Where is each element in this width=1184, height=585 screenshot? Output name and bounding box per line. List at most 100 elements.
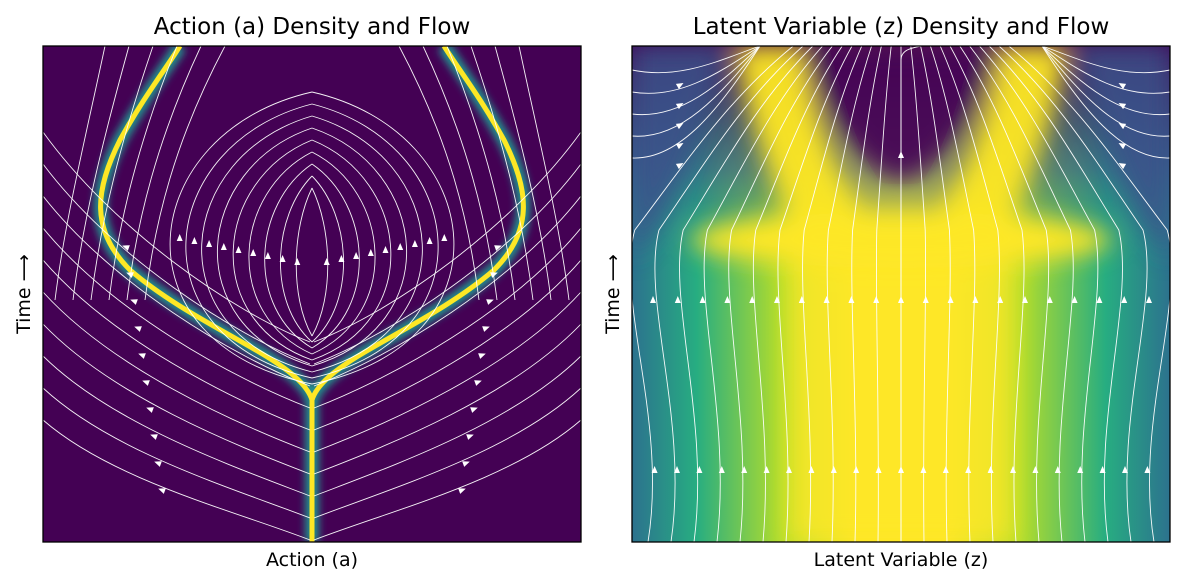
flow-arrow: [965, 466, 972, 473]
flow-arrow: [696, 466, 703, 473]
flow-arrow: [922, 296, 929, 303]
streamline: [311, 115, 423, 373]
flow-arrow: [1010, 466, 1016, 473]
flow-arrow: [823, 296, 830, 303]
flow-arrow: [786, 466, 792, 473]
flow-arrow: [478, 353, 486, 359]
latent-x-label: Latent Variable (z): [814, 549, 989, 571]
streamline: [313, 355, 581, 497]
flow-arrow: [718, 466, 725, 473]
flow-arrow: [470, 407, 478, 413]
flow-arrow: [947, 296, 954, 303]
flow-arrow: [482, 326, 490, 332]
flow-arrow: [191, 237, 198, 244]
streamline: [201, 115, 313, 373]
streamline: [998, 46, 1148, 542]
streamline: [313, 195, 581, 387]
streamline: [920, 46, 951, 542]
streamline: [313, 227, 581, 409]
streamline: [43, 291, 311, 453]
streamline: [311, 163, 360, 349]
flow-arrow: [264, 252, 271, 259]
streamline: [446, 46, 516, 301]
flow-arrow: [724, 296, 731, 303]
flow-arrow: [176, 234, 183, 241]
streamline: [910, 46, 927, 542]
streamline: [313, 323, 581, 475]
streamline: [144, 46, 226, 301]
flow-arrow: [651, 466, 658, 473]
streamline: [54, 46, 106, 301]
flow-arrow: [774, 296, 780, 303]
streamline: [185, 103, 313, 379]
flow-arrow: [650, 296, 656, 303]
streamline: [632, 46, 794, 542]
flow-arrow: [134, 326, 142, 332]
streamline: [264, 163, 313, 349]
flow-arrow: [1118, 103, 1127, 110]
streamline: [126, 46, 202, 301]
streamline: [1041, 46, 1170, 137]
flow-arrow: [1099, 466, 1106, 473]
flow-arrow: [798, 296, 805, 303]
flow-arrow: [848, 296, 855, 303]
flow-arrow: [138, 353, 146, 359]
flow-arrow: [323, 258, 330, 265]
streamline: [108, 46, 178, 301]
flow-arrow: [675, 103, 684, 110]
streamline: [632, 46, 761, 137]
flow-arrow: [873, 296, 880, 303]
streamline: [43, 419, 311, 541]
streamline: [311, 103, 439, 379]
flow-arrow: [474, 380, 482, 386]
flow-arrow: [486, 299, 494, 305]
streamline: [43, 195, 311, 387]
flow-arrow: [763, 466, 770, 473]
streamline: [313, 163, 581, 365]
flow-arrow: [122, 245, 130, 251]
streamline: [875, 46, 892, 542]
flow-arrow: [206, 240, 213, 247]
flow-arrow: [898, 151, 904, 158]
streamline: [777, 46, 853, 542]
streamline: [313, 419, 581, 541]
streamline: [43, 227, 311, 409]
streamline: [654, 46, 804, 542]
flow-arrow: [458, 488, 466, 494]
latent-heatmap: [625, 46, 1170, 542]
flow-arrow: [1032, 466, 1039, 473]
flow-arrow: [441, 234, 448, 241]
latent-density-panel: Latent Variable (z) Density and Flow Lat…: [602, 14, 1171, 571]
streamline: [422, 46, 498, 301]
flow-arrow: [853, 466, 860, 473]
flow-arrow: [1122, 466, 1128, 473]
flow-arrow: [972, 296, 979, 303]
streamline: [248, 151, 313, 355]
streamline: [929, 46, 976, 542]
flow-arrow: [699, 296, 706, 303]
streamline: [43, 387, 311, 519]
streamline: [752, 46, 843, 542]
streamline: [169, 91, 313, 385]
flow-arrow: [426, 237, 433, 244]
flow-arrow: [942, 466, 949, 473]
latent-y-label: Time ⟶: [602, 254, 624, 335]
flow-arrow: [674, 296, 681, 303]
flow-arrow: [353, 252, 360, 259]
flow-arrow: [338, 255, 345, 262]
streamline: [311, 175, 344, 343]
flow-arrow: [830, 466, 837, 473]
flow-arrow: [1118, 143, 1127, 150]
streamline: [311, 139, 392, 361]
flow-arrow: [674, 466, 680, 473]
flow-arrow: [397, 243, 404, 250]
flow-arrow: [875, 466, 882, 473]
streamline: [1041, 46, 1170, 94]
flow-arrow: [146, 407, 154, 413]
streamline: [90, 46, 154, 301]
streamline: [632, 46, 761, 159]
flow-arrow: [625, 296, 631, 303]
flow-arrow: [749, 296, 756, 303]
flow-arrow: [367, 249, 374, 256]
